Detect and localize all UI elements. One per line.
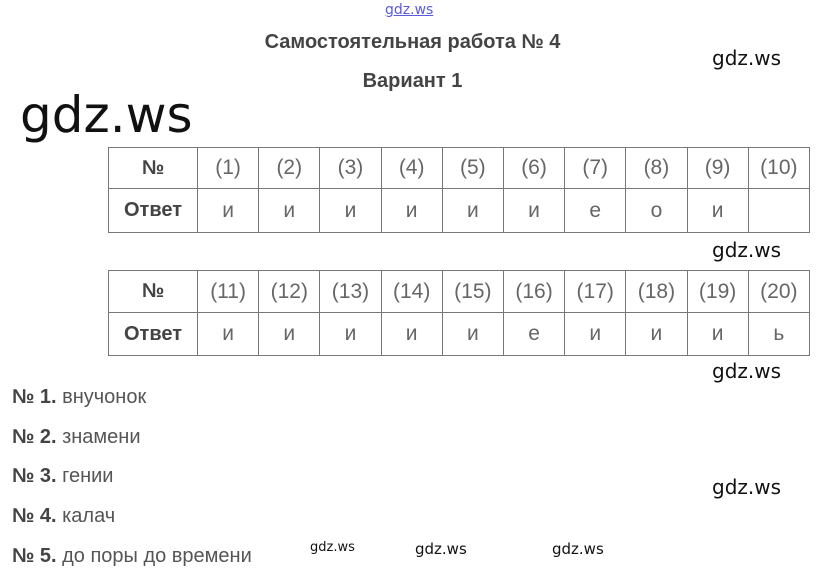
cell-answer: и bbox=[502, 188, 566, 233]
header-label: № bbox=[108, 147, 198, 189]
cell-number: (20) bbox=[747, 270, 811, 313]
cell-answer: и bbox=[441, 312, 504, 356]
cell-number: (6) bbox=[502, 147, 566, 189]
answer-item-1: № 1. внучонок bbox=[12, 386, 147, 408]
cell-answer: и bbox=[196, 312, 260, 356]
cell-answer: и bbox=[686, 188, 749, 233]
cell-number: (3) bbox=[319, 147, 382, 189]
cell-answer bbox=[747, 188, 811, 233]
cell-answer: и bbox=[319, 312, 382, 356]
answer-item-5: № 5. до поры до времени bbox=[12, 545, 252, 567]
cell-answer: и bbox=[380, 312, 443, 356]
answer-label: Ответ bbox=[108, 188, 198, 233]
cell-number: (1) bbox=[196, 147, 260, 189]
cell-number: (10) bbox=[747, 147, 811, 189]
cell-answer: и bbox=[196, 188, 260, 233]
cell-answer: и bbox=[686, 312, 749, 356]
cell-number: (8) bbox=[625, 147, 688, 189]
answer-item-3: № 3. гении bbox=[12, 465, 114, 487]
cell-answer: е bbox=[502, 312, 566, 356]
answer-item-2: № 2. знамени bbox=[12, 426, 141, 448]
cell-number: (19) bbox=[686, 270, 749, 313]
cell-number: (17) bbox=[564, 270, 627, 313]
cell-number: (15) bbox=[441, 270, 504, 313]
cell-answer: и bbox=[319, 188, 382, 233]
watermark-side: gdz.ws bbox=[712, 46, 782, 70]
watermark-top: gdz.ws bbox=[385, 2, 434, 18]
watermark-side: gdz.ws bbox=[712, 475, 782, 499]
watermark-bottom: gdz.ws bbox=[310, 540, 355, 555]
cell-number: (13) bbox=[319, 270, 382, 313]
cell-answer: и bbox=[564, 312, 627, 356]
cell-answer: и bbox=[258, 312, 321, 356]
watermark-bottom: gdz.ws bbox=[552, 540, 604, 558]
header-label: № bbox=[108, 270, 198, 313]
answer-label: Ответ bbox=[108, 312, 198, 356]
answers-table-1: № (1) (2) (3) (4) (5) (6) (7) (8) (9) (10) Ответ и и… bbox=[108, 147, 811, 233]
answers-table-2: № (11) (12) (13) (14) (15) (16) (17) (18) (19) (20… bbox=[108, 270, 811, 356]
cell-number: (5) bbox=[441, 147, 504, 189]
cell-answer: ь bbox=[747, 312, 811, 356]
cell-number: (7) bbox=[564, 147, 627, 189]
cell-number: (12) bbox=[258, 270, 321, 313]
watermark-side: gdz.ws bbox=[712, 238, 782, 262]
cell-number: (16) bbox=[502, 270, 566, 313]
answer-item-4: № 4. калач bbox=[12, 505, 116, 527]
cell-number: (18) bbox=[625, 270, 688, 313]
cell-number: (14) bbox=[380, 270, 443, 313]
cell-number: (9) bbox=[686, 147, 749, 189]
page-title: Самостоятельная работа № 4 bbox=[264, 31, 561, 53]
cell-number: (4) bbox=[380, 147, 443, 189]
cell-answer: и bbox=[441, 188, 504, 233]
cell-answer: е bbox=[564, 188, 627, 233]
cell-number: (2) bbox=[258, 147, 321, 189]
watermark-big: gdz.ws bbox=[20, 86, 193, 144]
watermark-side: gdz.ws bbox=[712, 359, 782, 383]
cell-answer: и bbox=[380, 188, 443, 233]
cell-answer: и bbox=[258, 188, 321, 233]
variant-title: Вариант 1 bbox=[362, 70, 463, 92]
cell-answer: и bbox=[625, 312, 688, 356]
cell-answer: о bbox=[625, 188, 688, 233]
cell-number: (11) bbox=[196, 270, 260, 313]
watermark-bottom: gdz.ws bbox=[415, 540, 467, 558]
